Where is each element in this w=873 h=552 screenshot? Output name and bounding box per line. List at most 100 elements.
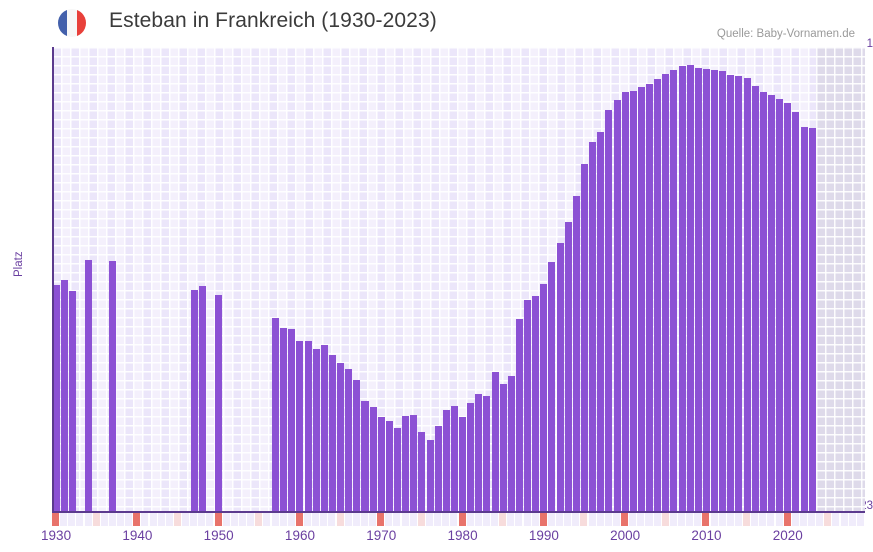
x-axis-tick-cell: [173, 513, 181, 526]
bar[interactable]: [272, 317, 280, 511]
bar[interactable]: [711, 70, 719, 511]
bar[interactable]: [320, 345, 328, 511]
x-axis-tick-cell: [531, 513, 539, 526]
bar[interactable]: [792, 111, 800, 511]
bar[interactable]: [629, 91, 637, 511]
bar[interactable]: [686, 65, 694, 511]
x-axis-tick-cell: [238, 513, 246, 526]
bar[interactable]: [109, 261, 117, 511]
bar[interactable]: [304, 340, 312, 511]
bar[interactable]: [377, 417, 385, 511]
x-axis-tick-cell: [694, 513, 702, 526]
bar[interactable]: [637, 86, 645, 511]
bar[interactable]: [499, 384, 507, 511]
bar[interactable]: [515, 319, 523, 511]
bar[interactable]: [646, 83, 654, 511]
bar[interactable]: [564, 222, 572, 511]
bar[interactable]: [532, 296, 540, 511]
bar[interactable]: [524, 300, 532, 511]
bar[interactable]: [491, 372, 499, 511]
bar[interactable]: [759, 92, 767, 511]
bar[interactable]: [702, 69, 710, 511]
x-axis-tick-cell: [507, 513, 515, 526]
bar[interactable]: [735, 75, 743, 511]
bar[interactable]: [296, 340, 304, 511]
bar[interactable]: [190, 289, 198, 511]
bar[interactable]: [450, 406, 458, 511]
france-flag-icon: [58, 9, 86, 37]
x-axis-tick-cell: [425, 513, 433, 526]
bar[interactable]: [288, 328, 296, 511]
x-axis-tick-cell: [783, 513, 791, 526]
x-axis-tick-cell: [653, 513, 661, 526]
bar[interactable]: [621, 92, 629, 511]
bar[interactable]: [597, 131, 605, 511]
bar[interactable]: [337, 362, 345, 511]
x-axis-tick-cell: [214, 513, 222, 526]
bar[interactable]: [743, 78, 751, 511]
bar[interactable]: [475, 394, 483, 511]
bar[interactable]: [369, 407, 377, 511]
bar[interactable]: [719, 70, 727, 511]
bar[interactable]: [589, 142, 597, 511]
x-axis-tick-cell: [222, 513, 230, 526]
bar[interactable]: [345, 369, 353, 511]
bar[interactable]: [581, 164, 589, 511]
x-axis-tick-cell: [263, 513, 271, 526]
bar[interactable]: [800, 127, 808, 511]
bar[interactable]: [280, 327, 288, 511]
bar[interactable]: [361, 400, 369, 511]
bar[interactable]: [727, 74, 735, 511]
bar[interactable]: [808, 128, 816, 511]
bar[interactable]: [410, 414, 418, 511]
bar[interactable]: [385, 421, 393, 511]
bar[interactable]: [483, 396, 491, 511]
bar[interactable]: [328, 354, 336, 511]
bar[interactable]: [654, 79, 662, 511]
bar[interactable]: [767, 94, 775, 511]
x-axis-tick-cell: [840, 513, 848, 526]
bar[interactable]: [694, 68, 702, 511]
bar[interactable]: [467, 402, 475, 511]
x-axis-tick-cell: [68, 513, 76, 526]
bar[interactable]: [85, 260, 93, 511]
x-axis-tick-cell: [312, 513, 320, 526]
bar[interactable]: [426, 439, 434, 511]
flag-band-red: [76, 9, 86, 37]
bar[interactable]: [507, 375, 515, 511]
x-axis-tick-cell: [295, 513, 303, 526]
x-axis-tick-label: 1950: [203, 528, 234, 543]
bar[interactable]: [556, 242, 564, 511]
bar[interactable]: [418, 432, 426, 511]
bar[interactable]: [751, 85, 759, 511]
bar[interactable]: [442, 410, 450, 511]
bar[interactable]: [434, 425, 442, 511]
bar[interactable]: [670, 70, 678, 511]
bar[interactable]: [198, 286, 206, 511]
bar[interactable]: [52, 285, 60, 511]
x-axis-tick-cell: [393, 513, 401, 526]
bar[interactable]: [459, 417, 467, 511]
bar[interactable]: [662, 73, 670, 511]
bar[interactable]: [613, 99, 621, 511]
bar[interactable]: [605, 109, 613, 511]
bar[interactable]: [394, 427, 402, 511]
x-axis-tick-cell: [141, 513, 149, 526]
bar[interactable]: [548, 262, 556, 511]
bar[interactable]: [68, 290, 76, 511]
bar[interactable]: [776, 98, 784, 511]
bar[interactable]: [572, 195, 580, 511]
bar[interactable]: [784, 103, 792, 511]
bar[interactable]: [312, 349, 320, 511]
bar[interactable]: [678, 66, 686, 511]
bar[interactable]: [540, 284, 548, 511]
bar[interactable]: [215, 294, 223, 511]
x-axis-tick-cell: [816, 513, 824, 526]
bar[interactable]: [402, 415, 410, 511]
bar[interactable]: [353, 380, 361, 511]
x-axis-tick-cell: [320, 513, 328, 526]
x-axis-tick-cell: [360, 513, 368, 526]
x-axis-tick-cell: [824, 513, 832, 526]
bar[interactable]: [60, 279, 68, 511]
x-axis-tick-cell: [466, 513, 474, 526]
